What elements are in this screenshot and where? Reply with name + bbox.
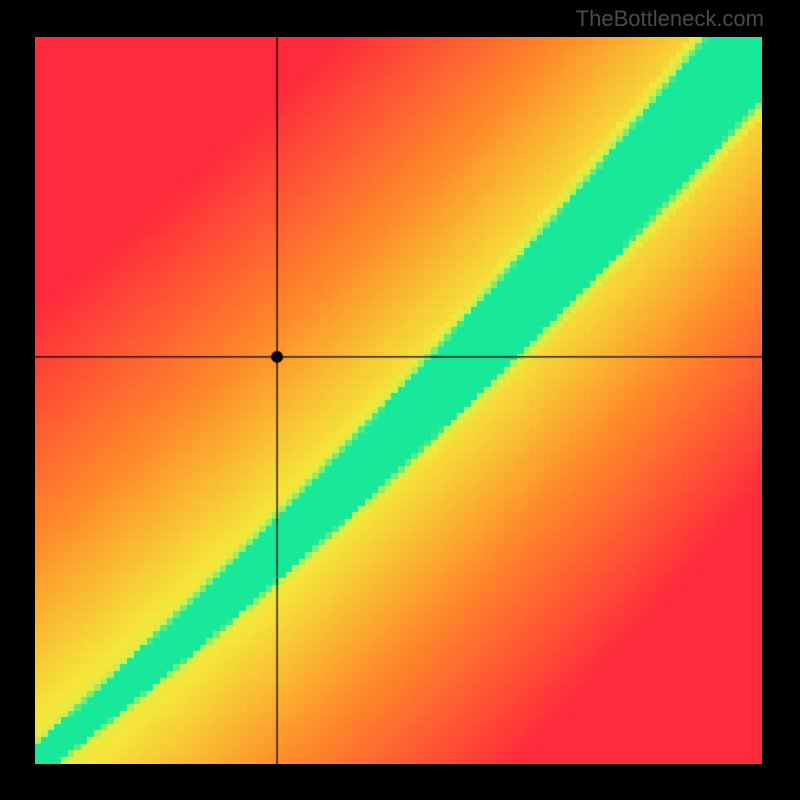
watermark-text: TheBottleneck.com (576, 6, 764, 32)
chart-container: TheBottleneck.com (0, 0, 800, 800)
bottleneck-heatmap (35, 37, 762, 764)
